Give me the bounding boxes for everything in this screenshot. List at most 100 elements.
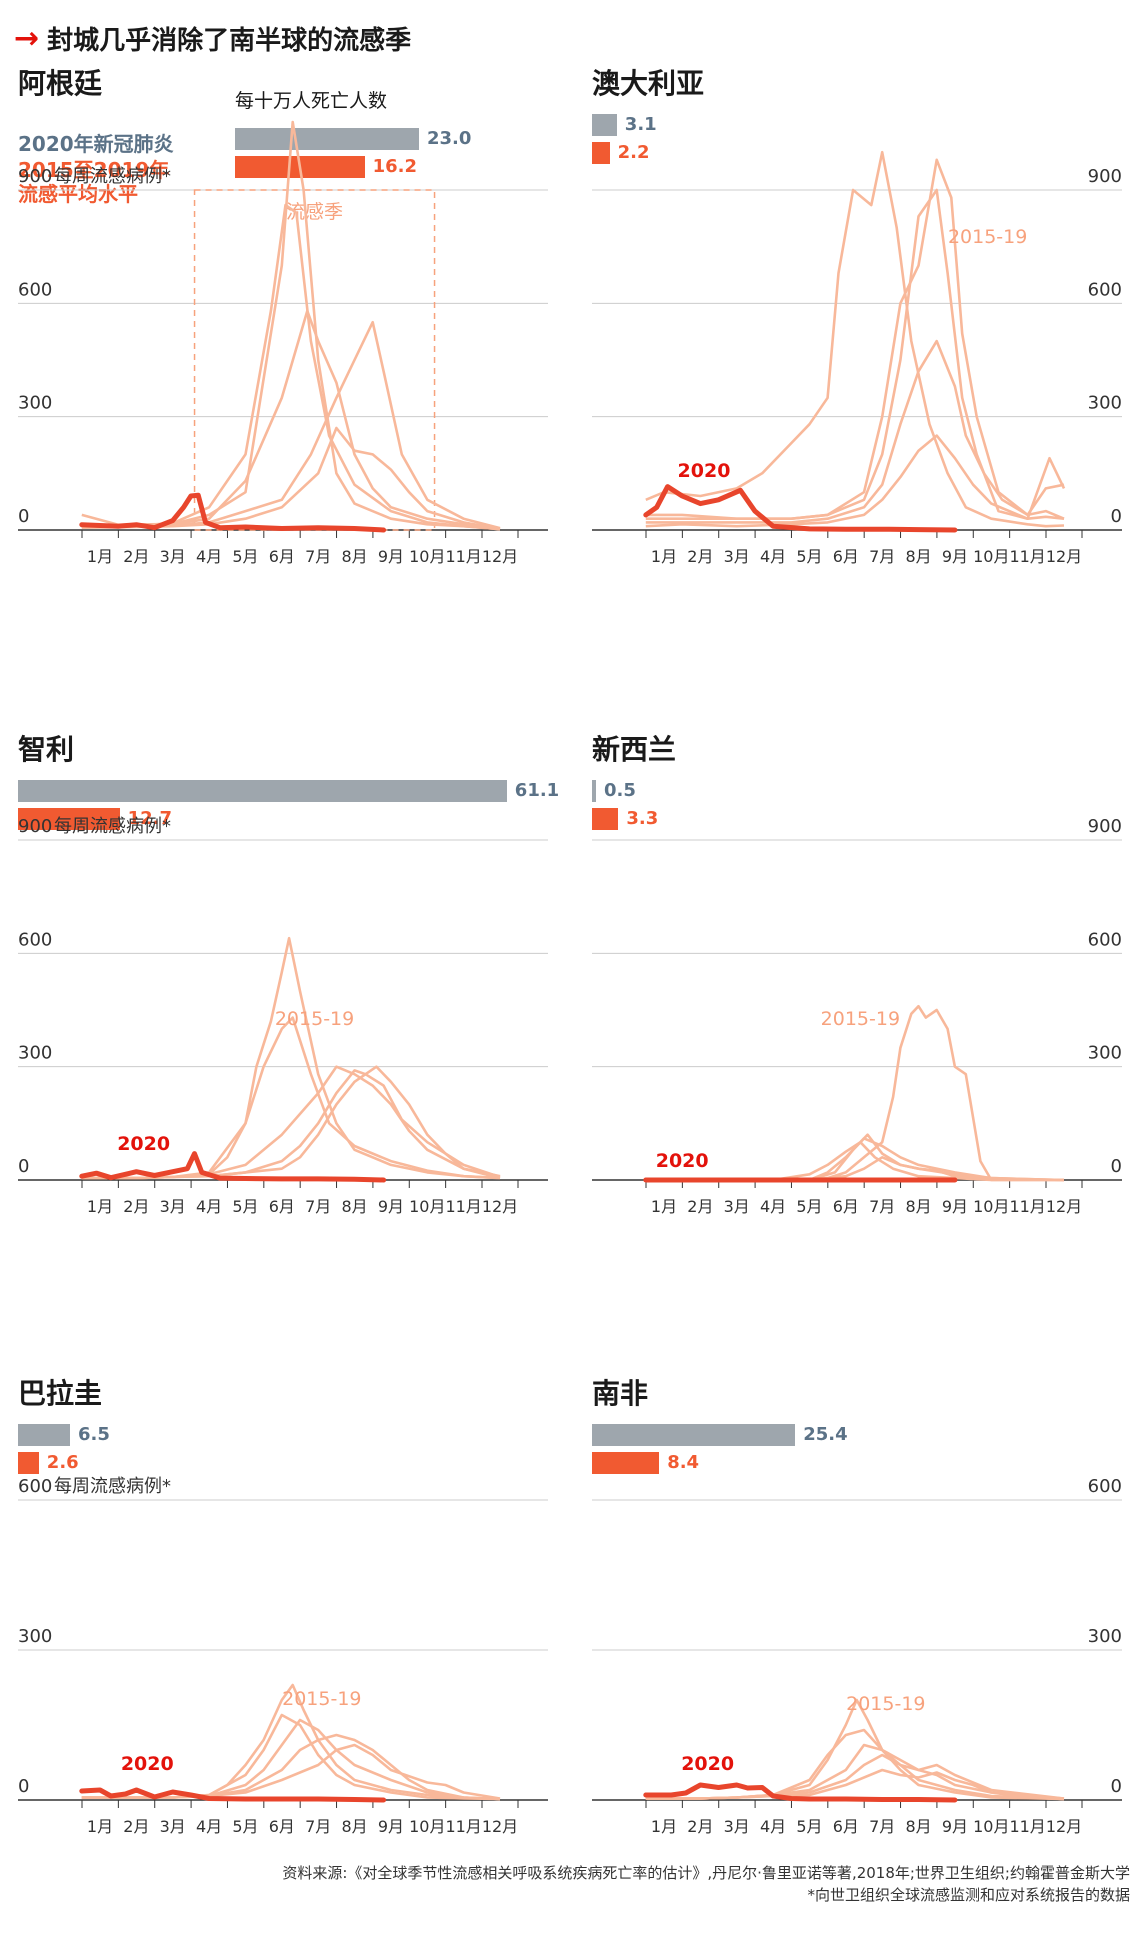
series-2020-label: 2020: [117, 1133, 170, 1155]
footer-note: *向世卫组织全球流感监测和应对系统报告的数据: [807, 1886, 1130, 1904]
y-tick-label: 0: [1111, 1156, 1122, 1177]
month-label: 8月: [905, 1197, 931, 1216]
hist-series-line: [645, 158, 1065, 520]
month-label: 2月: [123, 1197, 149, 1216]
month-label: 11月: [1009, 547, 1045, 566]
flu-death-value: 12.7: [127, 808, 173, 829]
month-label: 7月: [305, 1817, 331, 1836]
flu-chart: 0 300 600 每周流感病例* 1月 2月 3月 4月 5月 6月 7月 8月 9月 10月 11月 12…: [18, 1476, 548, 1836]
month-label: 5月: [796, 547, 822, 566]
bars-title: 每十万人死亡人数: [235, 90, 388, 112]
country-name: 阿根廷: [18, 67, 103, 100]
month-label: 6月: [269, 1197, 295, 1216]
hist-series-line: [645, 1140, 1064, 1182]
hist-series-line: [645, 1133, 1065, 1182]
hist-series-line: [645, 339, 1065, 524]
hist-series-line: [81, 1065, 501, 1180]
flu-chart: 0 300 600 1月 2月 3月 4月 5月 6月 7月 8月 9月 10月 11月 12月 2015-1…: [592, 1476, 1122, 1836]
y-tick-label: 0: [18, 1156, 29, 1177]
covid-death-bar: [592, 114, 617, 136]
month-label: 3月: [160, 1817, 186, 1836]
month-label: 9月: [378, 1197, 404, 1216]
flu-death-bar: [592, 1452, 660, 1474]
month-label: 3月: [724, 1197, 750, 1216]
y-tick-label: 0: [1111, 1776, 1122, 1797]
panel-2: 智利 61.1 12.7 0 300 600 900 每周流感病例* 1月 2月 3月 4月 5月 6月 7…: [0, 728, 574, 1260]
panel-1: 澳大利亚 3.1 2.2 0 300 600 900 1月 2月 3月 4月 5月 6月 7月 8月 9月 10…: [574, 62, 1148, 610]
month-label: 6月: [269, 1817, 295, 1836]
y-axis-title: 每周流感病例*: [54, 166, 171, 187]
month-label: 10月: [409, 1197, 445, 1216]
month-label: 8月: [905, 547, 931, 566]
y-tick-label: 900: [1088, 166, 1122, 187]
month-label: 6月: [833, 1197, 859, 1216]
month-label: 10月: [409, 547, 445, 566]
month-label: 1月: [87, 1197, 113, 1216]
month-label: 12月: [482, 1817, 518, 1836]
hist-series-line: [645, 434, 1066, 528]
month-label: 2月: [687, 1197, 713, 1216]
month-label: 4月: [196, 1197, 222, 1216]
flu-death-value: 8.4: [667, 1452, 700, 1473]
hist-series-line: [645, 150, 1065, 528]
y-tick-label: 600: [1088, 279, 1122, 300]
month-label: 4月: [760, 547, 786, 566]
month-label: 9月: [942, 547, 968, 566]
month-label: 3月: [724, 547, 750, 566]
month-label: 5月: [232, 1817, 258, 1836]
month-label: 5月: [796, 1817, 822, 1836]
hist-series-line: [81, 309, 501, 531]
month-label: 3月: [724, 1817, 750, 1836]
y-tick-label: 900: [18, 816, 52, 837]
month-label: 11月: [1009, 1817, 1045, 1836]
month-label: 7月: [305, 547, 331, 566]
series-hist-label: 2015-19: [821, 1008, 900, 1030]
month-label: 11月: [445, 547, 481, 566]
flu-death-bar: [18, 1452, 39, 1474]
month-label: 5月: [796, 1197, 822, 1216]
series-2020-label: 2020: [678, 460, 731, 482]
month-label: 4月: [196, 1817, 222, 1836]
month-label: 12月: [1046, 547, 1082, 566]
covid-death-value: 3.1: [624, 114, 657, 135]
month-label: 10月: [409, 1817, 445, 1836]
month-label: 8月: [341, 547, 367, 566]
month-label: 10月: [973, 547, 1009, 566]
y-tick-label: 300: [18, 1043, 52, 1064]
y-tick-label: 300: [1088, 393, 1122, 414]
month-label: 9月: [378, 547, 404, 566]
flu-chart: 0 300 600 900 每周流感病例* 1月 2月 3月 4月 5月 6月 7月 8月 9月 10月 11…: [18, 120, 548, 566]
month-label: 3月: [160, 1197, 186, 1216]
hist-series-line: [645, 1768, 1065, 1801]
month-label: 7月: [305, 1197, 331, 1216]
month-label: 10月: [973, 1197, 1009, 1216]
month-label: 11月: [445, 1817, 481, 1836]
month-label: 9月: [378, 1817, 404, 1836]
hist-series-line: [81, 426, 501, 531]
month-label: 11月: [445, 1197, 481, 1216]
month-label: 2月: [687, 1817, 713, 1836]
month-label: 4月: [760, 1817, 786, 1836]
y-tick-label: 600: [18, 1476, 52, 1497]
hist-series-line: [81, 1743, 501, 1800]
month-label: 12月: [1046, 1817, 1082, 1836]
y-axis-title: 每周流感病例*: [54, 1476, 171, 1497]
month-label: 12月: [482, 547, 518, 566]
covid-death-bar: [18, 1424, 70, 1446]
month-label: 2月: [123, 547, 149, 566]
y-tick-label: 300: [1088, 1626, 1122, 1647]
flu-chart: 0 300 600 900 1月 2月 3月 4月 5月 6月 7月 8月 9月 10月 11月 12月 201…: [592, 150, 1122, 566]
legend-covid: 2020年新冠肺炎: [18, 132, 174, 156]
country-name: 南非: [592, 1377, 649, 1410]
panel-5: 南非 25.4 8.4 0 300 600 1月 2月 3月 4月 5月 6月 7月 8月 9月 10月 11月…: [574, 1372, 1148, 1880]
covid-death-bar: [592, 1424, 796, 1446]
headline-arrow-icon: →: [14, 20, 40, 56]
series-2020-line: [79, 492, 387, 533]
month-label: 6月: [833, 1817, 859, 1836]
legend-flu-line1: 2015至2019年: [18, 158, 170, 182]
series-2020-line: [79, 1151, 387, 1183]
y-tick-label: 300: [18, 1626, 52, 1647]
covid-death-value: 61.1: [514, 780, 560, 801]
month-label: 12月: [1046, 1197, 1082, 1216]
country-name: 智利: [18, 733, 75, 766]
